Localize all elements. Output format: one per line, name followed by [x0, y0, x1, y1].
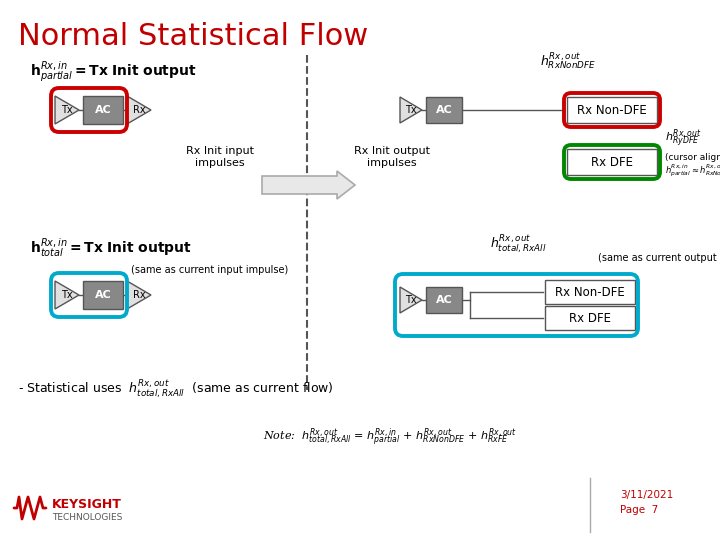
Text: $\mathbf{h}_{total}^{Rx,in}$$\mathbf{= Tx\ Init\ output}$: $\mathbf{h}_{total}^{Rx,in}$$\mathbf{= T…	[30, 237, 192, 260]
Bar	[545, 306, 635, 330]
Bar	[83, 96, 123, 124]
Polygon shape	[55, 281, 79, 309]
Text: $h_{partial}^{Rx,in} \approx h_{RxNonDFE}^{Rx,out}$): $h_{partial}^{Rx,in} \approx h_{RxNonDFE…	[665, 163, 720, 179]
Text: (same as current output impulse): (same as current output impulse)	[598, 253, 720, 263]
Text: Rx Init output
impulses: Rx Init output impulses	[354, 146, 430, 168]
Text: AC: AC	[94, 105, 112, 115]
Text: Note:  $h_{total,RxAll}^{Rx,out}$ = $h_{partial}^{Rx,in}$ + $h_{RxNonDFE}^{Rx,ou: Note: $h_{total,RxAll}^{Rx,out}$ = $h_{p…	[263, 427, 517, 449]
Text: $h_{RyDFE}^{Rx,out}$: $h_{RyDFE}^{Rx,out}$	[665, 127, 702, 150]
Polygon shape	[55, 96, 79, 124]
FancyArrow shape	[262, 171, 355, 199]
Polygon shape	[400, 287, 422, 313]
Bar	[567, 149, 657, 175]
Text: - Statistical uses  $h_{total,RxAll}^{Rx,out}$  (same as current flow): - Statistical uses $h_{total,RxAll}^{Rx,…	[18, 379, 334, 401]
Polygon shape	[127, 96, 151, 124]
Text: AC: AC	[436, 105, 452, 115]
Bar	[83, 281, 123, 309]
Text: Rx Non-DFE: Rx Non-DFE	[555, 286, 625, 299]
Text: Rx: Rx	[132, 105, 145, 115]
Text: AC: AC	[94, 290, 112, 300]
Text: Page  7: Page 7	[620, 505, 658, 515]
Text: $\mathbf{h}_{partlal}^{Rx,in}$$\mathbf{= Tx\ Init\ output}$: $\mathbf{h}_{partlal}^{Rx,in}$$\mathbf{=…	[30, 59, 197, 85]
Text: TECHNOLOGIES: TECHNOLOGIES	[52, 514, 122, 523]
Text: Tx: Tx	[405, 295, 417, 305]
Text: Rx Non-DFE: Rx Non-DFE	[577, 104, 647, 117]
Text: (cursor aligned with: (cursor aligned with	[665, 153, 720, 162]
Text: Rx DFE: Rx DFE	[569, 312, 611, 325]
Text: AC: AC	[436, 295, 452, 305]
Text: 3/11/2021: 3/11/2021	[620, 490, 673, 500]
Text: Tx: Tx	[61, 105, 73, 115]
Bar	[545, 280, 635, 304]
Polygon shape	[127, 281, 151, 309]
Text: Rx Init input
impulses: Rx Init input impulses	[186, 146, 254, 168]
Text: Rx: Rx	[132, 290, 145, 300]
Text: (same as current input impulse): (same as current input impulse)	[131, 265, 289, 275]
Bar	[426, 287, 462, 313]
Bar	[567, 97, 657, 123]
Text: Tx: Tx	[61, 290, 73, 300]
Text: Normal Statistical Flow: Normal Statistical Flow	[18, 22, 368, 51]
Text: $h_{total,RxAll}^{Rx,out}$: $h_{total,RxAll}^{Rx,out}$	[490, 234, 546, 256]
Text: Rx DFE: Rx DFE	[591, 156, 633, 168]
Bar	[426, 97, 462, 123]
Text: $h_{RxNonDFE}^{Rx,out}$: $h_{RxNonDFE}^{Rx,out}$	[540, 52, 596, 72]
Text: Tx: Tx	[405, 105, 417, 115]
Polygon shape	[400, 97, 422, 123]
Text: KEYSIGHT: KEYSIGHT	[52, 498, 122, 511]
